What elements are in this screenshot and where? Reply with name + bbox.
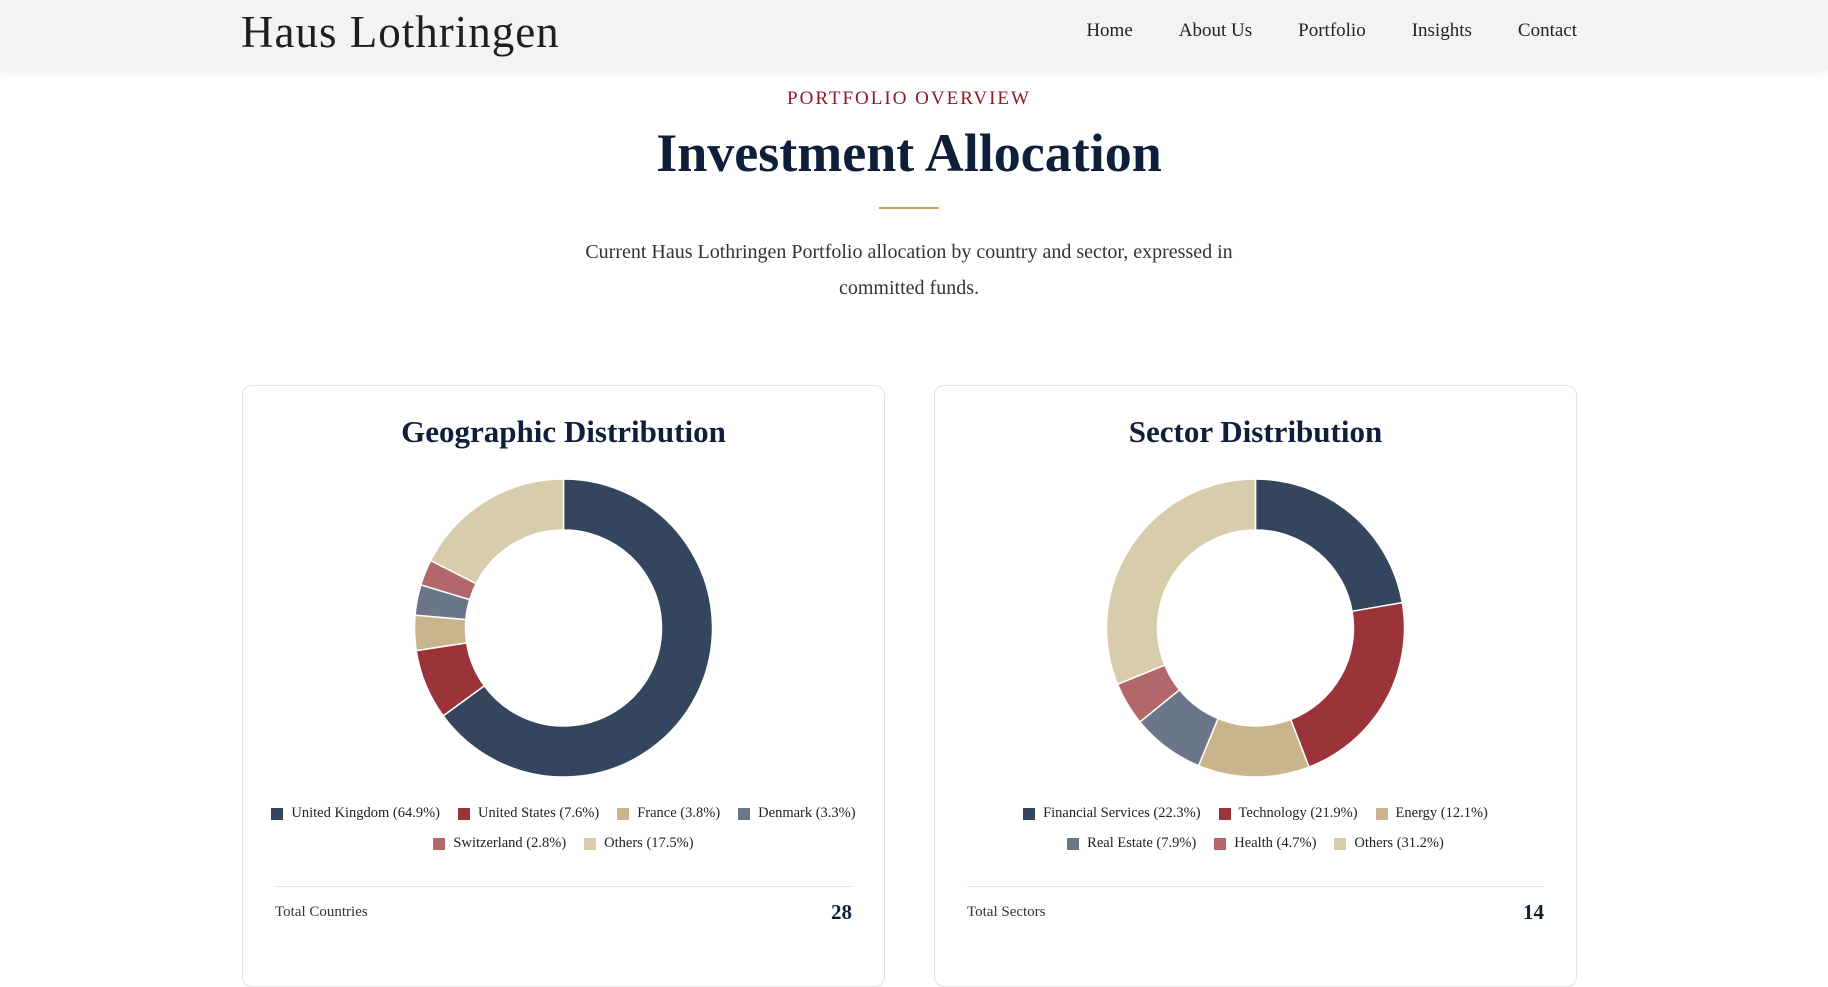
divider	[879, 207, 939, 209]
legend-swatch	[584, 837, 597, 850]
brand[interactable]: Haus Lothringen	[241, 7, 560, 57]
eyebrow: PORTFOLIO OVERVIEW	[787, 88, 1031, 109]
separator	[275, 886, 852, 887]
chart-title: Sector Distribution	[1128, 414, 1383, 449]
legend-label: Health (4.7%)	[1234, 835, 1317, 851]
chart-title: Geographic Distribution	[401, 414, 726, 449]
donut-chart	[1105, 478, 1406, 778]
legend-swatch	[738, 807, 751, 820]
legend-item: Others (31.2%)	[1334, 834, 1444, 853]
legend-swatch	[1334, 837, 1347, 850]
legend-swatch	[617, 807, 630, 820]
donut-segment	[442, 478, 714, 778]
chart-card: Sector Distribution Financial Services (2…	[934, 385, 1577, 987]
legend-label: Switzerland (2.8%)	[453, 835, 567, 851]
legend: Financial Services (22.3%) Technology (21…	[955, 804, 1556, 853]
separator	[967, 886, 1544, 887]
legend-label: Real Estate (7.9%)	[1087, 835, 1197, 851]
page-title: Investment Allocation	[656, 123, 1162, 183]
legend-swatch	[1023, 807, 1036, 820]
nav-link[interactable]: Contact	[1517, 20, 1577, 41]
legend-item: Denmark (3.3%)	[738, 804, 856, 823]
nav-link[interactable]: Insights	[1411, 20, 1472, 41]
legend-item: United States (7.6%)	[458, 804, 599, 823]
donut-chart	[413, 478, 714, 778]
legend-item: Real Estate (7.9%)	[1067, 834, 1196, 853]
legend-item: Financial Services (22.3%)	[1023, 804, 1201, 823]
legend-label: Others (17.5%)	[604, 835, 694, 851]
nav-link[interactable]: Portfolio	[1298, 20, 1366, 41]
legend-item: Energy (12.1%)	[1375, 804, 1488, 823]
legend-swatch	[271, 807, 284, 820]
donut-segment	[1254, 478, 1404, 613]
legend-label: Financial Services (22.3%)	[1043, 805, 1201, 821]
nav: Home About Us Portfolio Insights Contact	[1086, 20, 1577, 42]
stat-value: 14	[1523, 900, 1544, 924]
legend-item: United Kingdom (64.9%)	[271, 804, 440, 823]
donut-segment	[1289, 601, 1406, 769]
nav-link[interactable]: About Us	[1178, 20, 1253, 41]
donut-segment	[1105, 478, 1257, 686]
legend: United Kingdom (64.9%) United States (7.6…	[263, 804, 864, 853]
legend-swatch	[433, 837, 446, 850]
legend-swatch	[1375, 807, 1388, 820]
legend-item: Switzerland (2.8%)	[433, 834, 566, 853]
stat-value: 28	[831, 900, 852, 924]
legend-item: Others (17.5%)	[584, 834, 694, 853]
legend-label: Technology (21.9%)	[1238, 805, 1358, 821]
stat-label: Total Sectors	[967, 904, 1046, 920]
legend-label: United States (7.6%)	[478, 805, 600, 821]
legend-swatch	[458, 807, 470, 820]
legend-label: United Kingdom (64.9%)	[291, 805, 440, 821]
chart-card: Geographic Distribution United Kingdom (6…	[242, 385, 885, 987]
description: Current Haus Lothringen Portfolio alloca…	[585, 241, 1233, 299]
header: Haus Lothringen Home About Us Portfolio …	[0, 0, 1828, 70]
legend-label: Denmark (3.3%)	[758, 805, 856, 821]
donut-segment	[429, 478, 565, 585]
nav-link[interactable]: Home	[1086, 20, 1133, 41]
legend-label: France (3.8%)	[637, 805, 721, 821]
legend-item: Health (4.7%)	[1214, 834, 1316, 853]
legend-label: Energy (12.1%)	[1395, 805, 1488, 821]
legend-label: Others (31.2%)	[1354, 835, 1444, 851]
legend-swatch	[1067, 837, 1080, 850]
legend-swatch	[1218, 807, 1231, 820]
legend-swatch	[1214, 837, 1227, 850]
stat-label: Total Countries	[275, 904, 368, 920]
legend-item: France (3.8%)	[617, 804, 720, 823]
legend-item: Technology (21.9%)	[1218, 804, 1358, 823]
